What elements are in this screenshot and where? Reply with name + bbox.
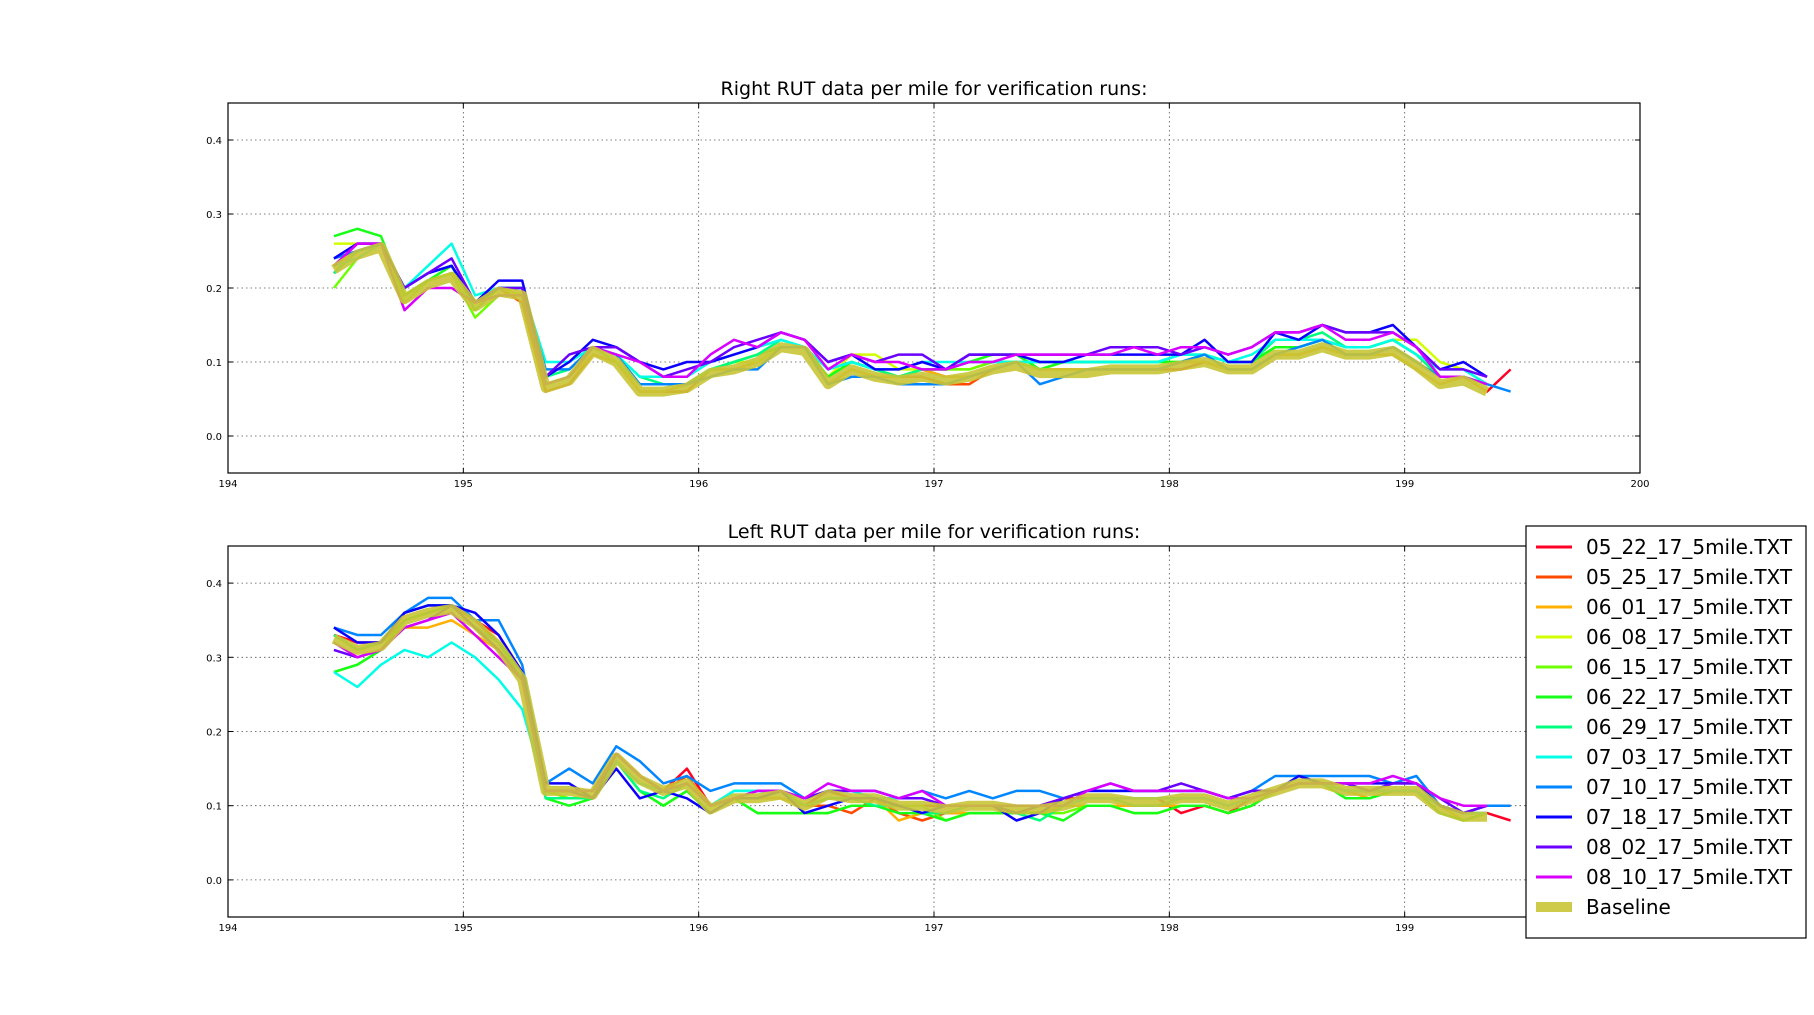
right-rut-title: Right RUT data per mile for verification… (721, 78, 1148, 100)
legend-label-baseline: Baseline (1586, 895, 1671, 919)
right-rut-series-baseline (331, 242, 1490, 397)
right-rut-plot-area (331, 227, 1512, 397)
left-rut-y-tick-label: 0.4 (206, 579, 222, 590)
left-rut-y-tick-label: 0.1 (206, 802, 222, 813)
legend-box (1525, 525, 1807, 939)
left-rut-x-tick-label: 197 (924, 923, 943, 934)
legend-label-07-03-17-5mile-txt: 07_03_17_5mile.TXT (1586, 745, 1793, 769)
left-rut-x-tick-label: 195 (454, 923, 473, 934)
legend-label-06-22-17-5mile-txt: 06_22_17_5mile.TXT (1586, 685, 1793, 709)
legend-label-07-10-17-5mile-txt: 07_10_17_5mile.TXT (1586, 775, 1793, 799)
left-rut-x-tick-label: 196 (689, 923, 708, 934)
right-rut-y-tick-label: 0.0 (206, 432, 222, 443)
right-rut-y-tick-label: 0.2 (206, 284, 222, 295)
right-rut-y-tick-label: 0.4 (206, 136, 222, 147)
legend-label-05-22-17-5mile-txt: 05_22_17_5mile.TXT (1586, 535, 1793, 559)
legend-label-05-25-17-5mile-txt: 05_25_17_5mile.TXT (1586, 565, 1793, 589)
right-rut-y-tick-label: 0.3 (206, 210, 222, 221)
legend-label-06-15-17-5mile-txt: 06_15_17_5mile.TXT (1586, 655, 1793, 679)
legend-label-08-02-17-5mile-txt: 08_02_17_5mile.TXT (1586, 835, 1793, 859)
legend-label-07-18-17-5mile-txt: 07_18_17_5mile.TXT (1586, 805, 1793, 829)
right-rut-axes-frame (227, 102, 1641, 474)
left-rut-x-tick-label: 194 (218, 923, 237, 934)
legend-label-06-08-17-5mile-txt: 06_08_17_5mile.TXT (1586, 625, 1793, 649)
right-rut-x-tick-label: 194 (218, 479, 237, 490)
right-rut-x-tick-label: 197 (924, 479, 943, 490)
left-rut-series-baseline (331, 604, 1487, 822)
right-rut-x-tick-label: 198 (1160, 479, 1179, 490)
legend-label-06-01-17-5mile-txt: 06_01_17_5mile.TXT (1586, 595, 1793, 619)
right-rut-x-tick-label: 199 (1395, 479, 1414, 490)
left-rut-y-tick-label: 0.2 (206, 728, 222, 739)
left-rut-plot-area (331, 596, 1511, 822)
left-rut-x-tick-label: 198 (1160, 923, 1179, 934)
right-rut-x-tick-label: 200 (1630, 479, 1649, 490)
left-rut-x-tick-label: 199 (1395, 923, 1414, 934)
left-rut-chart: Left RUT data per mile for verification … (206, 521, 1649, 934)
right-rut-x-tick-label: 196 (689, 479, 708, 490)
right-rut-y-tick-label: 0.1 (206, 358, 222, 369)
legend: 05_22_17_5mile.TXT 05_25_17_5mile.TXT 06_0… (1525, 525, 1807, 939)
legend-label-08-10-17-5mile-txt: 08_10_17_5mile.TXT (1586, 865, 1793, 889)
left-rut-y-tick-label: 0.3 (206, 653, 222, 664)
legend-label-06-29-17-5mile-txt: 06_29_17_5mile.TXT (1586, 715, 1793, 739)
left-rut-y-tick-label: 0.0 (206, 876, 222, 887)
right-rut-x-tick-label: 195 (454, 479, 473, 490)
right-rut-chart: Right RUT data per mile for verification… (206, 78, 1649, 490)
left-rut-title: Left RUT data per mile for verification … (728, 521, 1141, 543)
